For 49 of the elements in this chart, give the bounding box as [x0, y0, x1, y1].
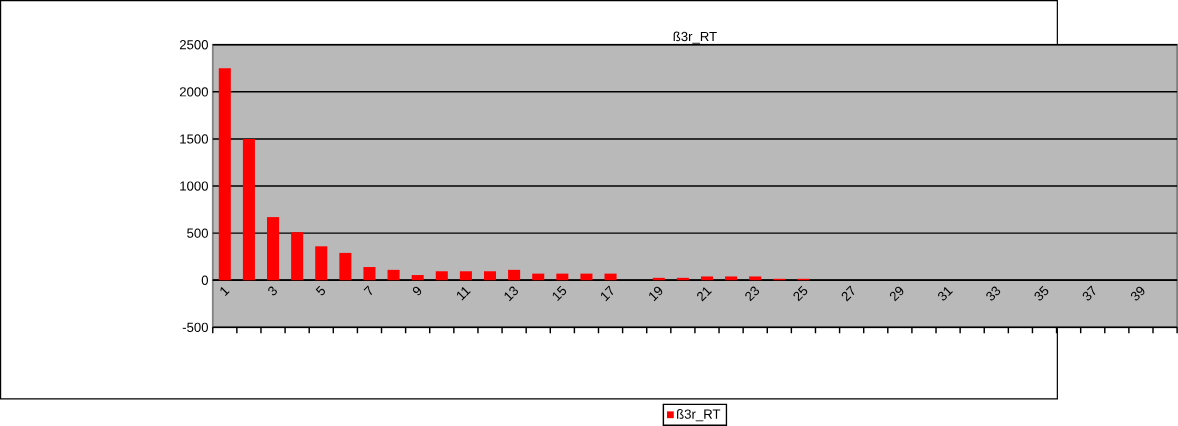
- x-tick-label: 13: [504, 286, 519, 302]
- bar: [315, 246, 328, 281]
- bar: [749, 276, 762, 281]
- x-tick-label: 39: [1130, 286, 1145, 301]
- x-tick-label: 7: [363, 285, 373, 296]
- bar: [435, 271, 448, 281]
- bar: [725, 276, 738, 281]
- bar: [556, 273, 569, 281]
- y-tick-label: 2000: [179, 87, 208, 97]
- x-tick-label: 21: [697, 287, 712, 302]
- x-tick-label: 5: [315, 285, 326, 296]
- x-tick-label: 15: [552, 285, 567, 302]
- x-tick-label: 33: [986, 286, 1001, 301]
- y-tick-label: 1000: [180, 181, 208, 191]
- y-tick-label: 500: [187, 228, 208, 238]
- bar: [532, 273, 545, 281]
- x-tick-label: 9: [412, 286, 422, 296]
- y-tick-label: 2500: [179, 40, 208, 50]
- bar: [604, 273, 617, 281]
- x-tick-label: 1: [220, 287, 230, 296]
- bar: [459, 271, 472, 281]
- bar: [580, 273, 593, 281]
- bar: [267, 217, 280, 281]
- bar: [508, 269, 521, 281]
- x-tick-label: 17: [601, 285, 614, 302]
- bar: [387, 269, 400, 281]
- x-tick-label: 19: [649, 286, 663, 302]
- y-tick-label: -500: [182, 322, 208, 332]
- x-tick-label: 31: [938, 287, 953, 301]
- bar: [242, 138, 255, 281]
- x-tick-label: 27: [841, 285, 855, 302]
- y-tick-label: 0: [201, 275, 208, 285]
- x-tick-label: 23: [745, 286, 760, 302]
- y-tick-label: 1500: [180, 134, 208, 144]
- x-tick-label: 25: [793, 285, 808, 302]
- bar: [483, 271, 497, 281]
- chart-title: ß3r_RT: [673, 31, 717, 44]
- bar: [700, 276, 714, 281]
- bar: [411, 275, 424, 281]
- x-tick-label: 3: [268, 286, 277, 296]
- x-tick-label: 11: [457, 287, 471, 301]
- bar: [291, 232, 304, 281]
- legend-label: ß3r_RT: [677, 409, 721, 422]
- x-tick-label: 29: [889, 286, 904, 302]
- x-tick-label: 35: [1034, 285, 1049, 301]
- bar: [363, 267, 376, 281]
- x-tick-label: 37: [1082, 285, 1096, 301]
- bar: [339, 252, 352, 281]
- bar: [218, 68, 231, 281]
